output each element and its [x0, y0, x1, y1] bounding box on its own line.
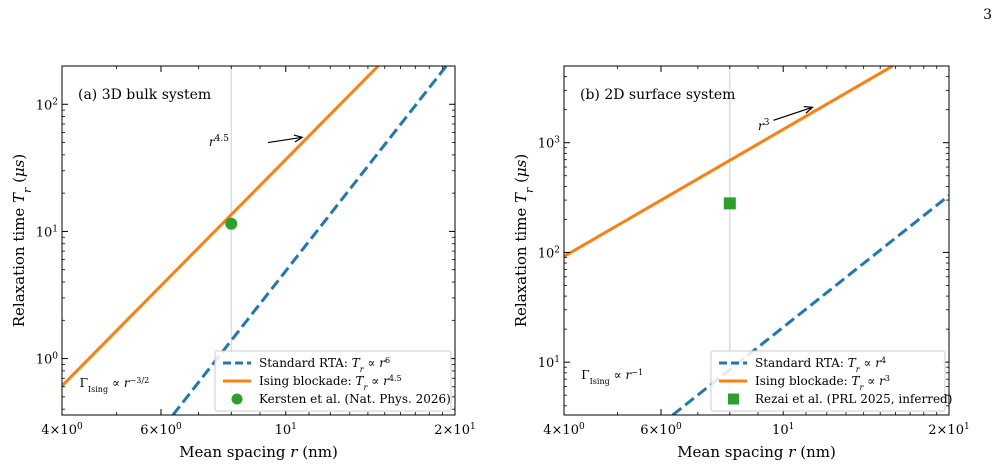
- x-tick-label: 4×100: [543, 422, 585, 438]
- panel-b: 4×100 6×100 101 2×101 101 102 103 Mean spacing …: [512, 65, 970, 461]
- data-point: [723, 197, 736, 210]
- y-axis-label: Relaxation time Tr (μs): [10, 154, 34, 328]
- rate-annotation: ΓIsing ∝ r−3/2: [80, 375, 150, 393]
- panel-title: (b) 2D surface system: [580, 87, 735, 103]
- x-tick-label: 6×100: [140, 422, 182, 438]
- page-number: 3: [983, 7, 992, 23]
- legend-swatch: [231, 393, 243, 405]
- data-point: [225, 217, 238, 230]
- legend-box: [710, 350, 946, 412]
- annotation-arrow: [773, 106, 813, 121]
- legend-entry: Kersten et al. (Nat. Phys. 2026): [259, 392, 451, 406]
- legend-entry: Standard RTA: Tr ∝ r6: [259, 356, 390, 374]
- x-tick-label: 2×101: [928, 422, 969, 438]
- annotation-arrow: [267, 136, 303, 144]
- y-tick-label: 103: [538, 136, 561, 152]
- legend-entry: Ising blockade: Tr ∝ r3: [755, 374, 890, 392]
- panel-title: (a) 3D bulk system: [78, 87, 211, 103]
- legend-swatch: [728, 393, 739, 405]
- y-tick-label: 101: [538, 355, 560, 371]
- x-axis-label: Mean spacing r (nm): [677, 443, 836, 461]
- series-line-ising-blockade: [564, 66, 894, 258]
- panel-a: 4×100 6×100 101 2×101 100 101 102 Mean spacing …: [10, 65, 476, 461]
- rate-annotation: ΓIsing ∝ r−1: [581, 368, 643, 386]
- y-tick-label: 102: [36, 97, 58, 113]
- x-axis-label: Mean spacing r (nm): [179, 443, 338, 461]
- plot-frame: [61, 65, 456, 416]
- y-tick-label: 102: [538, 245, 560, 261]
- y-axis-label: Relaxation time Tr (μs): [512, 154, 536, 328]
- legend-box: [214, 350, 452, 412]
- slope-annotation: r4.5: [209, 134, 229, 149]
- y-tick-label: 100: [36, 352, 59, 368]
- arrow-head: [803, 105, 814, 114]
- x-tick-label: 6×100: [640, 422, 682, 438]
- legend-entry: Standard RTA: Tr ∝ r4: [755, 356, 886, 374]
- x-tick-label: 101: [275, 422, 297, 438]
- x-tick-label: 2×101: [434, 422, 475, 438]
- x-tick-label: 101: [772, 422, 794, 438]
- arrow-head: [293, 134, 304, 143]
- slope-annotation: r3: [758, 118, 770, 133]
- plot-frame: [563, 65, 950, 416]
- legend-entry: Ising blockade: Tr ∝ r4.5: [259, 374, 402, 392]
- legend-entry: Rezai et al. (PRL 2025, inferred): [755, 392, 952, 406]
- y-tick-label: 101: [36, 224, 58, 240]
- x-tick-label: 4×100: [41, 422, 83, 438]
- series-line-ising-blockade: [62, 66, 380, 387]
